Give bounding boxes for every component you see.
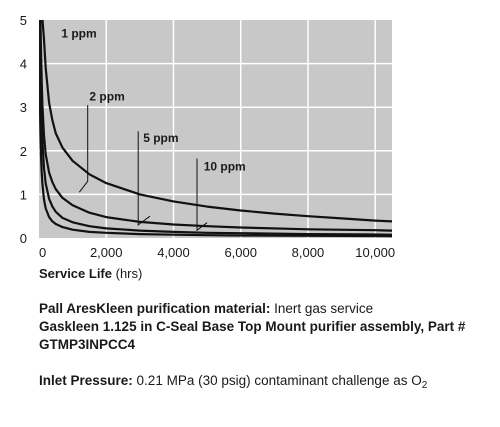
- series-line-5-ppm: [39, 20, 392, 236]
- x-tick-label: 6,000: [224, 245, 257, 260]
- y-tick-label: 1: [20, 187, 27, 202]
- x-axis-unit: (hrs): [115, 266, 143, 281]
- service-life-chart: 1 ppm 2 ppm 5 ppm 10 ppm 0 1 2 3 4 5 0 2,000 4,000…: [20, 13, 395, 260]
- x-axis-label: Service Life (hrs): [39, 266, 142, 281]
- series-labels: 1 ppm 2 ppm 5 ppm 10 ppm: [61, 26, 245, 173]
- pressure-description: 0.21 MPa (30 psig) contaminant challenge…: [132, 373, 422, 388]
- pointer-2-ppm: [78, 105, 89, 193]
- y-tick-label: 0: [20, 231, 27, 246]
- series-label-5-ppm: 5 ppm: [143, 131, 178, 145]
- series-lines: [39, 20, 392, 238]
- y-axis-ticks: 0 1 2 3 4 5: [20, 13, 27, 246]
- material-caption: Pall AresKleen purification material: In…: [39, 300, 494, 354]
- oxygen-subscript: 2: [421, 380, 428, 391]
- plot-area: [39, 20, 392, 238]
- x-tick-label: 4,000: [157, 245, 190, 260]
- x-axis-ticks: 0 2,000 4,000 6,000 8,000 10,000: [39, 245, 395, 260]
- series-line-2-ppm: [39, 20, 392, 232]
- series-line-1-ppm: [41, 20, 392, 223]
- grid-lines: [39, 20, 392, 238]
- y-tick-label: 3: [20, 100, 27, 115]
- pressure-label: Inlet Pressure:: [39, 373, 133, 388]
- pressure-caption: Inlet Pressure: 0.21 MPa (30 psig) conta…: [39, 372, 494, 391]
- pointer-10-ppm: [196, 158, 208, 232]
- material-label: Pall AresKleen purification material:: [39, 301, 271, 316]
- x-axis-title: Service Life: [39, 266, 112, 281]
- y-tick-label: 2: [20, 144, 27, 159]
- x-tick-label: 0: [39, 245, 46, 260]
- material-service: Inert gas service: [270, 301, 374, 316]
- series-label-1-ppm: 1 ppm: [61, 26, 96, 40]
- x-tick-label: 10,000: [355, 245, 395, 260]
- assembly-description: Gaskleen 1.125 in C-Seal Base Top Mount …: [39, 319, 466, 352]
- x-tick-label: 2,000: [90, 245, 123, 260]
- y-tick-label: 4: [20, 57, 27, 72]
- pointer-5-ppm: [137, 131, 151, 226]
- series-label-10-ppm: 10 ppm: [204, 159, 246, 173]
- series-line-10-ppm: [39, 20, 392, 238]
- label-pointers: [78, 105, 208, 232]
- y-tick-label: 5: [20, 13, 27, 28]
- plot-background: [39, 20, 392, 238]
- x-tick-label: 8,000: [292, 245, 325, 260]
- series-label-2-ppm: 2 ppm: [89, 90, 124, 104]
